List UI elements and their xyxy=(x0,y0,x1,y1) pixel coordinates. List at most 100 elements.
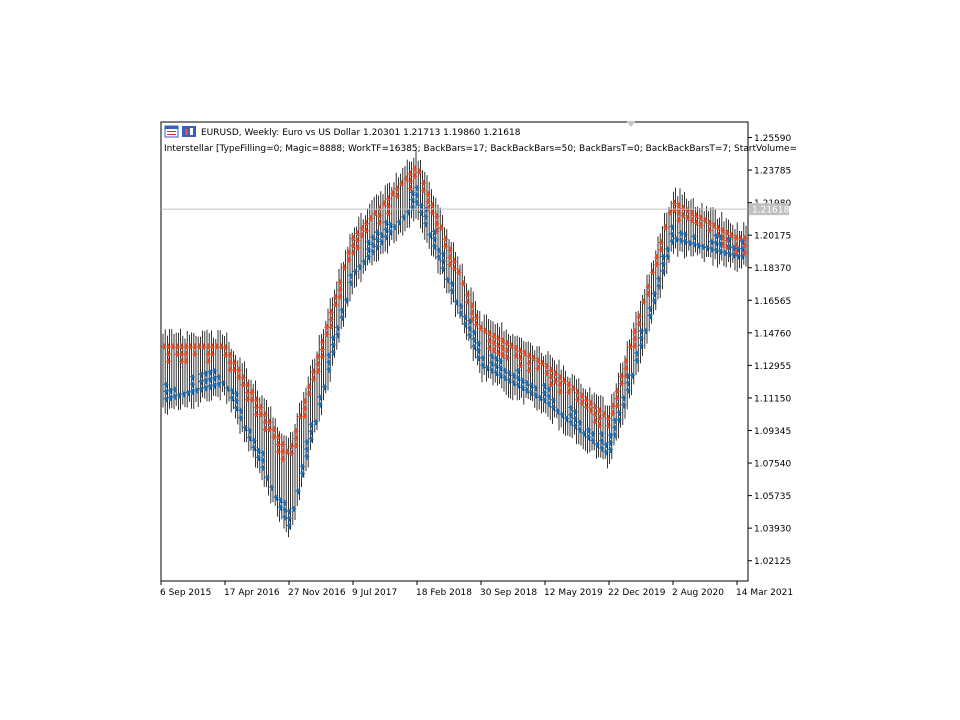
sell-signal-marker xyxy=(491,332,497,339)
sell-signal-marker xyxy=(279,448,286,455)
y-tick-label: 1.18370 xyxy=(754,264,791,274)
buy-signal-marker xyxy=(440,251,447,258)
sell-signal-marker xyxy=(728,232,735,239)
sell-signal-marker xyxy=(398,180,405,187)
buy-signal-marker xyxy=(189,381,196,388)
sell-signal-marker xyxy=(653,254,660,261)
sell-signal-marker xyxy=(183,343,189,350)
buy-signal-marker xyxy=(677,237,684,244)
sell-signal-marker xyxy=(178,357,185,364)
buy-signal-marker xyxy=(567,405,574,412)
buy-signal-marker xyxy=(607,447,614,454)
buy-signal-marker xyxy=(167,394,174,401)
sell-signal-marker xyxy=(631,328,638,335)
sell-signal-marker xyxy=(442,235,449,242)
buy-signal-marker xyxy=(286,508,293,515)
buy-signal-marker xyxy=(325,359,332,366)
buy-signal-marker xyxy=(510,379,517,386)
buy-signal-marker xyxy=(198,379,205,386)
sell-signal-marker xyxy=(411,165,418,172)
buy-signal-marker xyxy=(202,377,209,384)
sell-signal-marker xyxy=(495,335,502,342)
buy-signal-marker xyxy=(383,234,389,241)
sell-signal-marker xyxy=(205,357,211,364)
sell-signal-marker xyxy=(249,389,255,396)
buy-signal-marker xyxy=(704,244,711,251)
sell-signal-marker xyxy=(486,344,493,351)
sell-signal-marker xyxy=(583,403,590,410)
buy-signal-marker xyxy=(479,355,486,362)
buy-signal-marker xyxy=(462,314,469,321)
sell-signal-marker xyxy=(451,258,458,265)
sell-signal-marker xyxy=(561,377,568,384)
buy-signal-marker xyxy=(211,368,218,375)
buy-signal-marker xyxy=(528,389,535,396)
buy-signal-marker xyxy=(449,280,455,287)
buy-signal-marker xyxy=(378,239,385,246)
buy-signal-marker xyxy=(572,423,579,430)
sell-signal-marker xyxy=(583,396,590,403)
buy-signal-marker xyxy=(369,249,376,256)
buy-signal-marker xyxy=(554,408,561,415)
buy-signal-marker xyxy=(475,340,482,347)
sell-signal-marker xyxy=(262,425,269,432)
buy-signal-marker xyxy=(682,231,689,238)
shift-marker-icon[interactable] xyxy=(626,121,636,127)
sell-signal-marker xyxy=(354,244,361,251)
sell-signal-marker xyxy=(363,227,370,234)
sell-signal-marker xyxy=(429,209,436,216)
buy-signal-marker xyxy=(189,388,196,395)
x-tick-label: 22 Dec 2019 xyxy=(608,588,666,598)
buy-signal-marker xyxy=(413,185,420,192)
buy-signal-marker xyxy=(721,249,728,256)
buy-signal-marker xyxy=(638,328,645,335)
sell-signal-marker xyxy=(552,370,559,377)
sell-signal-marker xyxy=(504,354,511,361)
buy-signal-marker xyxy=(655,276,662,283)
sell-signal-marker xyxy=(447,246,453,253)
buy-signal-marker xyxy=(387,222,394,229)
buy-signal-marker xyxy=(229,395,235,402)
sell-signal-marker xyxy=(271,433,277,440)
buy-signal-marker xyxy=(735,246,741,253)
sell-signal-marker xyxy=(293,428,299,435)
sell-signal-marker xyxy=(174,343,181,350)
buy-signal-marker xyxy=(515,382,521,389)
buy-signal-marker xyxy=(598,438,605,445)
sell-signal-marker xyxy=(715,224,722,231)
sell-signal-marker xyxy=(675,202,682,209)
x-tick-label: 9 Jul 2017 xyxy=(352,588,397,598)
buy-signal-marker xyxy=(695,242,702,249)
buy-signal-marker xyxy=(361,258,367,265)
sell-signal-marker xyxy=(341,264,348,271)
chart-type-icon[interactable] xyxy=(164,125,179,138)
buy-signal-marker xyxy=(163,381,169,388)
buy-signal-marker xyxy=(589,430,596,437)
sell-signal-marker xyxy=(535,364,541,371)
buy-signal-marker xyxy=(739,253,746,260)
expert-advisor-icon[interactable] xyxy=(182,126,196,137)
buy-signal-marker xyxy=(308,421,315,428)
sell-signal-marker xyxy=(482,327,489,334)
buy-signal-marker xyxy=(277,504,284,511)
buy-signal-marker xyxy=(611,432,618,439)
sell-signal-marker xyxy=(741,249,748,256)
buy-signal-marker xyxy=(365,239,372,246)
sell-signal-marker xyxy=(337,286,343,293)
buy-signal-marker xyxy=(466,332,473,339)
buy-signal-marker xyxy=(176,392,183,399)
buy-signal-marker xyxy=(493,355,499,362)
buy-signal-marker xyxy=(664,253,671,260)
y-tick-label: 1.14760 xyxy=(754,329,791,339)
buy-signal-marker xyxy=(259,457,266,464)
sell-signal-marker xyxy=(473,321,480,328)
y-tick-label: 1.11150 xyxy=(754,394,791,404)
buy-signal-marker xyxy=(471,336,477,343)
buy-signal-marker xyxy=(281,499,288,506)
buy-signal-marker xyxy=(193,387,200,394)
buy-signal-marker xyxy=(545,386,552,393)
buy-signal-marker xyxy=(391,224,398,231)
buy-signal-marker xyxy=(237,408,244,415)
buy-signal-marker xyxy=(466,325,473,332)
